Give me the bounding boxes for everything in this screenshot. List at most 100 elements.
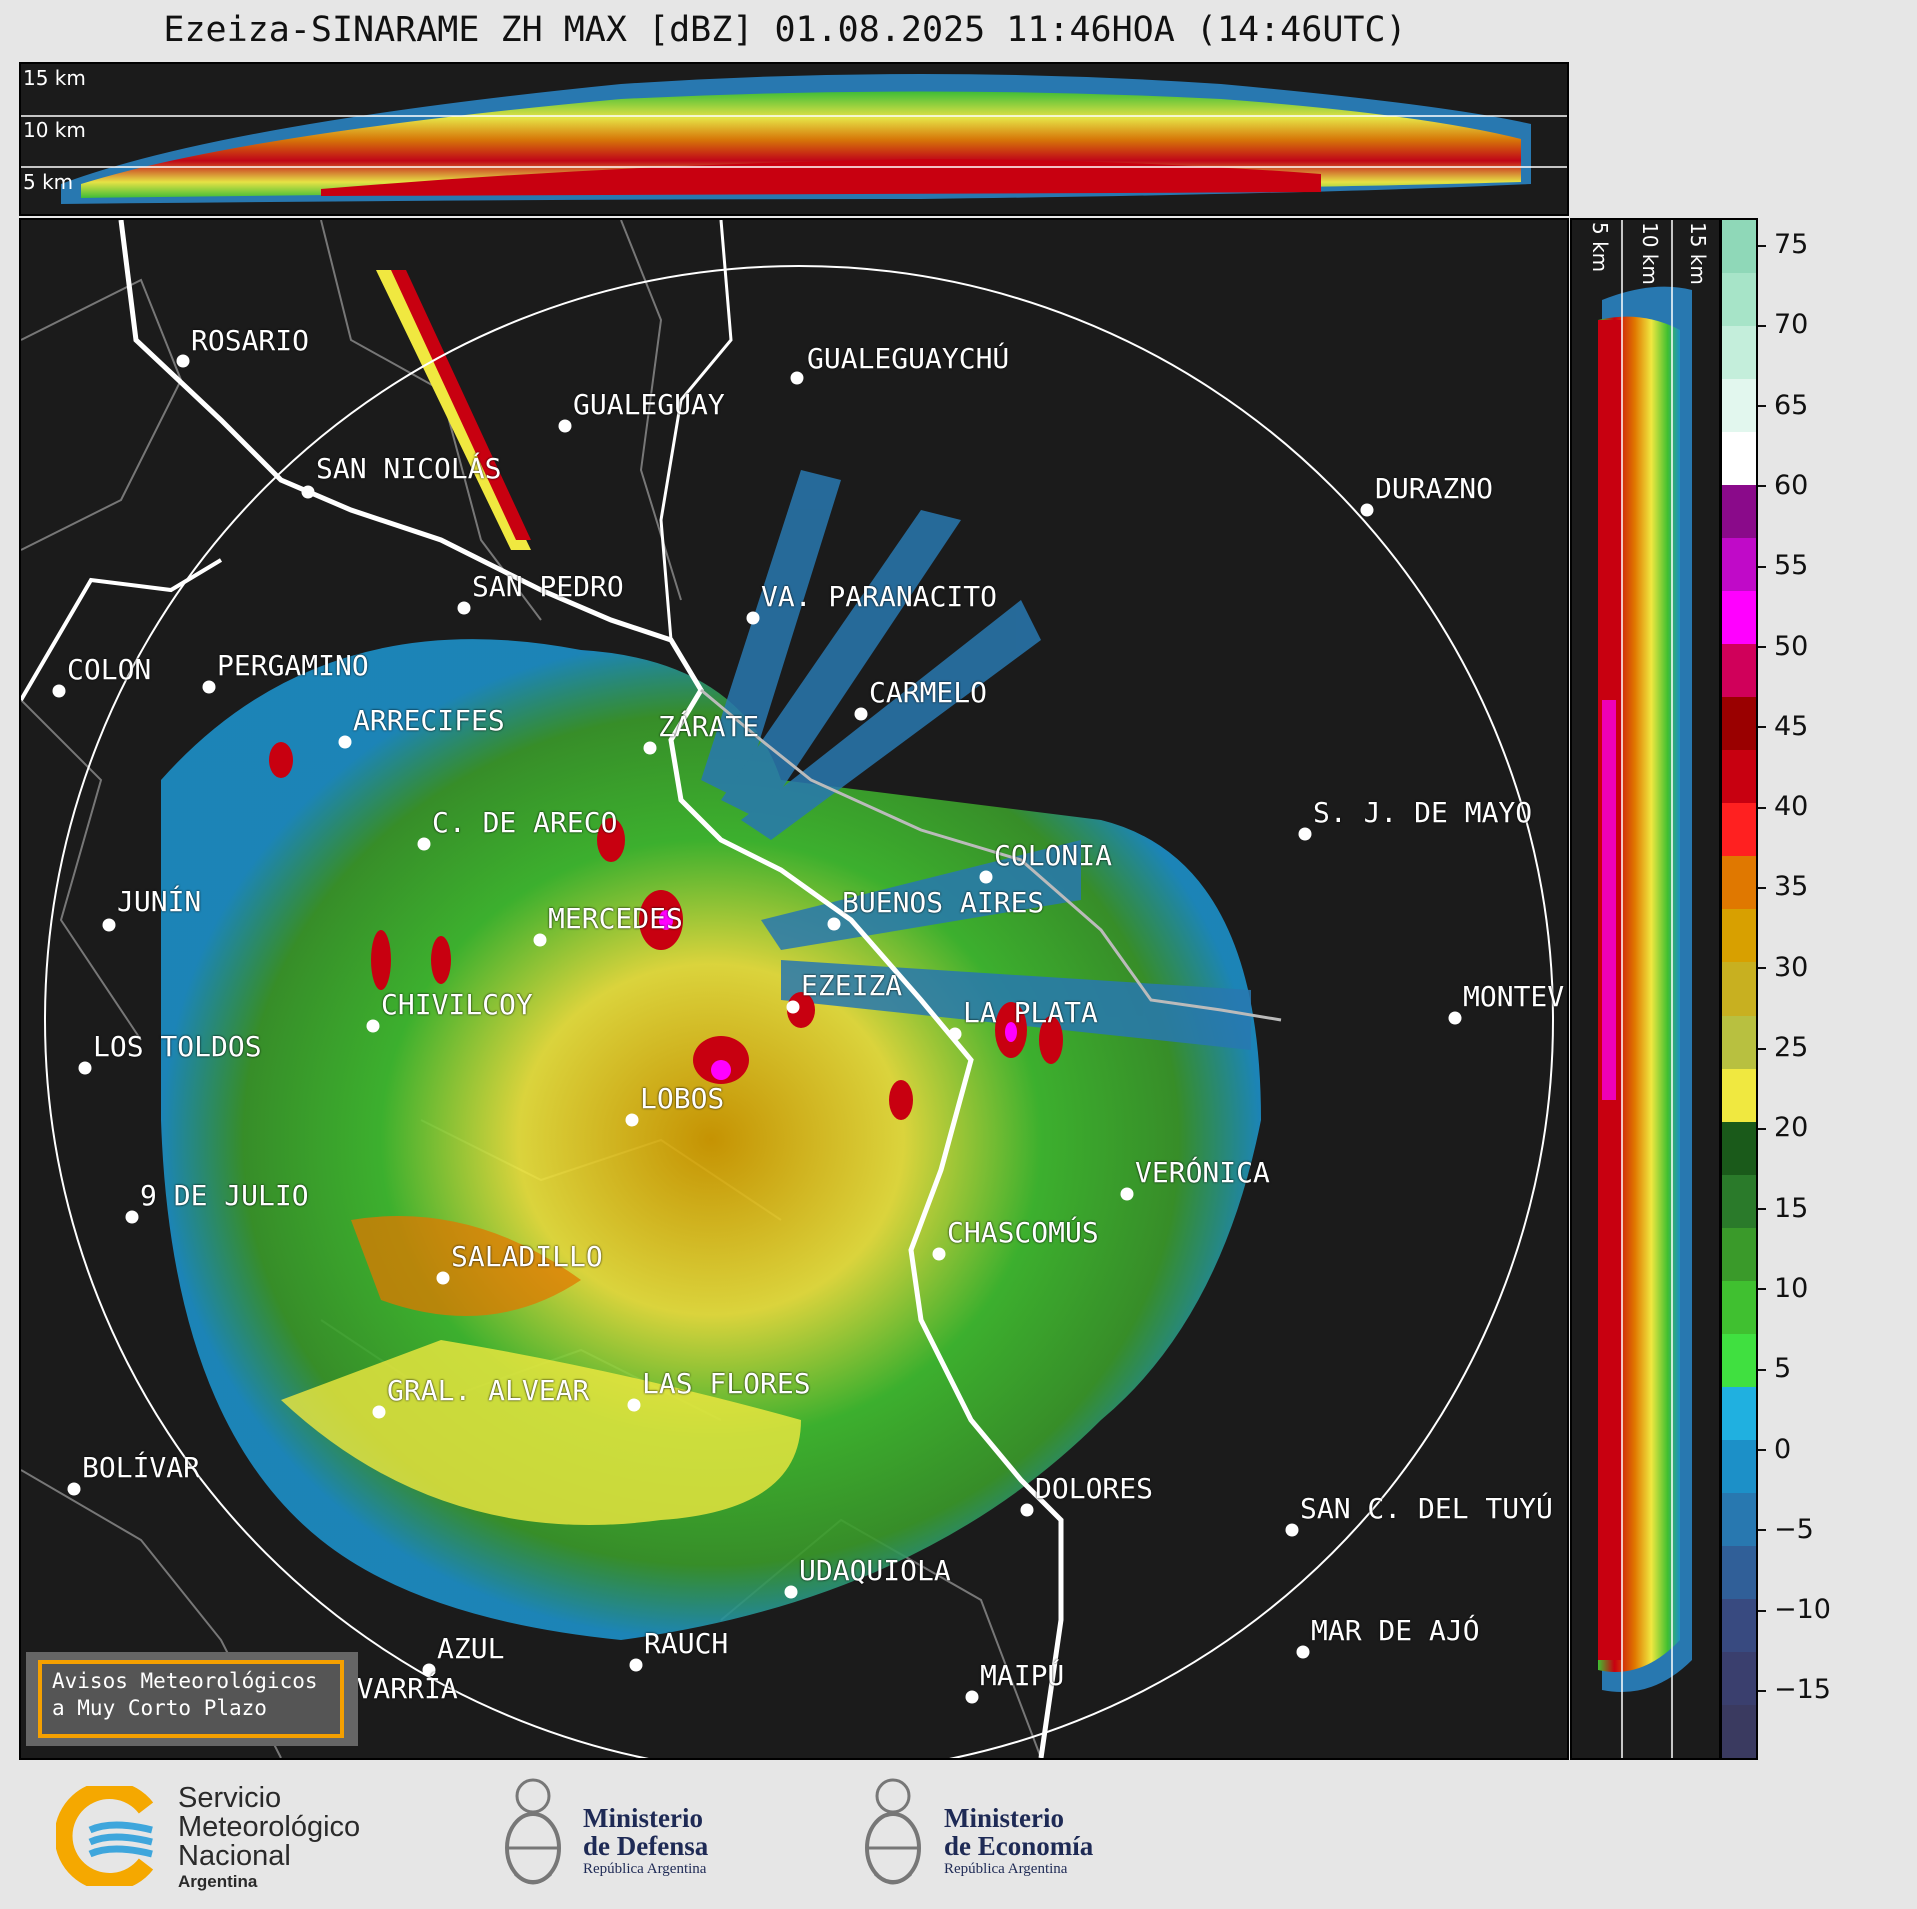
colorbar-tick-label: 15: [1757, 1193, 1808, 1224]
city-dot: [1448, 1011, 1462, 1025]
city-label: GUALEGUAYCHÚ: [807, 342, 1010, 375]
colorbar-segment: [1722, 644, 1756, 699]
colorbar-tick-label: 25: [1757, 1032, 1808, 1063]
city-dot: [558, 419, 572, 433]
city-dot: [338, 735, 352, 749]
city-label: CARMELO: [869, 676, 988, 709]
defensa-line1: Ministerio: [583, 1803, 703, 1833]
colorbar-segment: [1722, 1015, 1756, 1070]
colorbar-segment: [1722, 1492, 1756, 1547]
city-label: ZÁRATE: [658, 710, 760, 743]
colorbar-segment: [1722, 1598, 1756, 1653]
argentina-shield-icon: [855, 1774, 931, 1902]
city-label: PERGAMINO: [217, 649, 369, 682]
city-dot: [784, 1585, 798, 1599]
city-dot: [629, 1658, 643, 1672]
colorbar-segment: [1722, 962, 1756, 1017]
city-label: SAN PEDRO: [472, 570, 624, 603]
city-dot: [1120, 1187, 1134, 1201]
city-dot: [790, 371, 804, 385]
top-cross-section: 15 km 10 km 5 km: [19, 62, 1569, 216]
colorbar-tick-label: 0: [1757, 1434, 1791, 1465]
city-label: RAUCH: [644, 1627, 729, 1660]
city-dot: [1285, 1523, 1299, 1537]
city-label: LOS TOLDOS: [93, 1030, 262, 1063]
colorbar-segment: [1722, 1704, 1756, 1758]
city-label: VERÓNICA: [1135, 1156, 1270, 1189]
colorbar-tick-label: 5: [1757, 1353, 1791, 1384]
city-dot: [202, 680, 216, 694]
city-dot: [366, 1019, 380, 1033]
city-label: ROSARIO: [191, 324, 310, 357]
colorbar-segment: [1722, 856, 1756, 911]
city-dot: [965, 1690, 979, 1704]
city-dot: [372, 1405, 386, 1419]
colorbar-segment: [1722, 1174, 1756, 1229]
colorbar-tick-label: 20: [1757, 1112, 1808, 1143]
avisos-button[interactable]: Avisos Meteorológicos a Muy Corto Plazo: [38, 1660, 344, 1738]
city-dot: [643, 741, 657, 755]
colorbar-segment: [1722, 750, 1756, 805]
city-dot: [1298, 827, 1312, 841]
colorbar-tick-label: 30: [1757, 952, 1808, 983]
city-dot: [854, 707, 868, 721]
colorbar-segment: [1722, 697, 1756, 752]
economia-line1: Ministerio: [944, 1803, 1064, 1833]
smn-line3: Nacional: [178, 1840, 291, 1872]
city-label: S. J. DE MAYO: [1313, 796, 1533, 829]
economia-line2: de Economía: [944, 1831, 1094, 1861]
city-label: COLONIA: [994, 839, 1113, 872]
height-label-15km-right: 15 km: [1686, 222, 1710, 285]
economia-line3: República Argentina: [944, 1861, 1068, 1877]
city-dot: [457, 601, 471, 615]
colorbar-segment: [1722, 591, 1756, 646]
city-dot: [979, 870, 993, 884]
colorbar-tick-label: 45: [1757, 711, 1808, 742]
colorbar-segment: [1722, 1121, 1756, 1176]
city-dot: [102, 918, 116, 932]
colorbar-segment: [1722, 1386, 1756, 1441]
city-dot: [1296, 1645, 1310, 1659]
smn-line1: Servicio: [178, 1782, 282, 1814]
city-label: MAR DE AJÓ: [1311, 1614, 1480, 1647]
height-label-10km: 10 km: [23, 118, 86, 142]
defensa-line3: República Argentina: [583, 1861, 707, 1877]
colorbar-tick-label: 35: [1757, 871, 1808, 902]
colorbar-segment: [1722, 909, 1756, 964]
colorbar-segment: [1722, 1439, 1756, 1494]
colorbar-tick-label: −5: [1758, 1514, 1814, 1545]
avisos-line1: Avisos Meteorológicos: [52, 1669, 318, 1693]
radar-map[interactable]: ROSARIO GUALEGUAYCHÚ GUALEGUAY SAN NICOL…: [19, 218, 1569, 1760]
colorbar-tick-label: 10: [1757, 1273, 1808, 1304]
city-dot: [52, 684, 66, 698]
colorbar-segment: [1722, 803, 1756, 858]
city-label: EZEIZA: [801, 969, 903, 1002]
colorbar-tick-label: 65: [1757, 390, 1808, 421]
city-label: JUNÍN: [117, 885, 202, 918]
colorbar-segment: [1722, 1068, 1756, 1123]
city-dot: [786, 1000, 800, 1014]
city-label: SALADILLO: [451, 1240, 603, 1273]
city-dot: [932, 1247, 946, 1261]
city-label: LA PLATA: [963, 996, 1098, 1029]
height-label-10km-right: 10 km: [1638, 222, 1662, 285]
colorbar-tick-label: 70: [1757, 309, 1808, 340]
city-dot: [422, 1663, 436, 1677]
city-dot: [827, 917, 841, 931]
city-label: MAIPÚ: [980, 1659, 1065, 1692]
height-label-5km: 5 km: [23, 170, 74, 194]
city-dot: [533, 933, 547, 947]
city-label: MERCEDES: [548, 902, 683, 935]
argentina-shield-icon: [495, 1774, 571, 1902]
city-dot: [746, 611, 760, 625]
page-title: Ezeiza-SINARAME ZH MAX [dBZ] 01.08.2025 …: [163, 10, 1407, 50]
smn-line2: Meteorológico: [178, 1811, 361, 1843]
city-label: BUENOS AIRES: [842, 886, 1045, 919]
city-dot: [176, 354, 190, 368]
colorbar-tick-label: −10: [1758, 1594, 1831, 1625]
city-label: DOLORES: [1035, 1472, 1154, 1505]
city-label: SAN C. DEL TUYÚ: [1300, 1492, 1553, 1525]
colorbar-segment: [1722, 485, 1756, 540]
colorbar-segment: [1722, 432, 1756, 487]
smn-name: Servicio Meteorológico Nacional Argentin…: [178, 1784, 360, 1893]
